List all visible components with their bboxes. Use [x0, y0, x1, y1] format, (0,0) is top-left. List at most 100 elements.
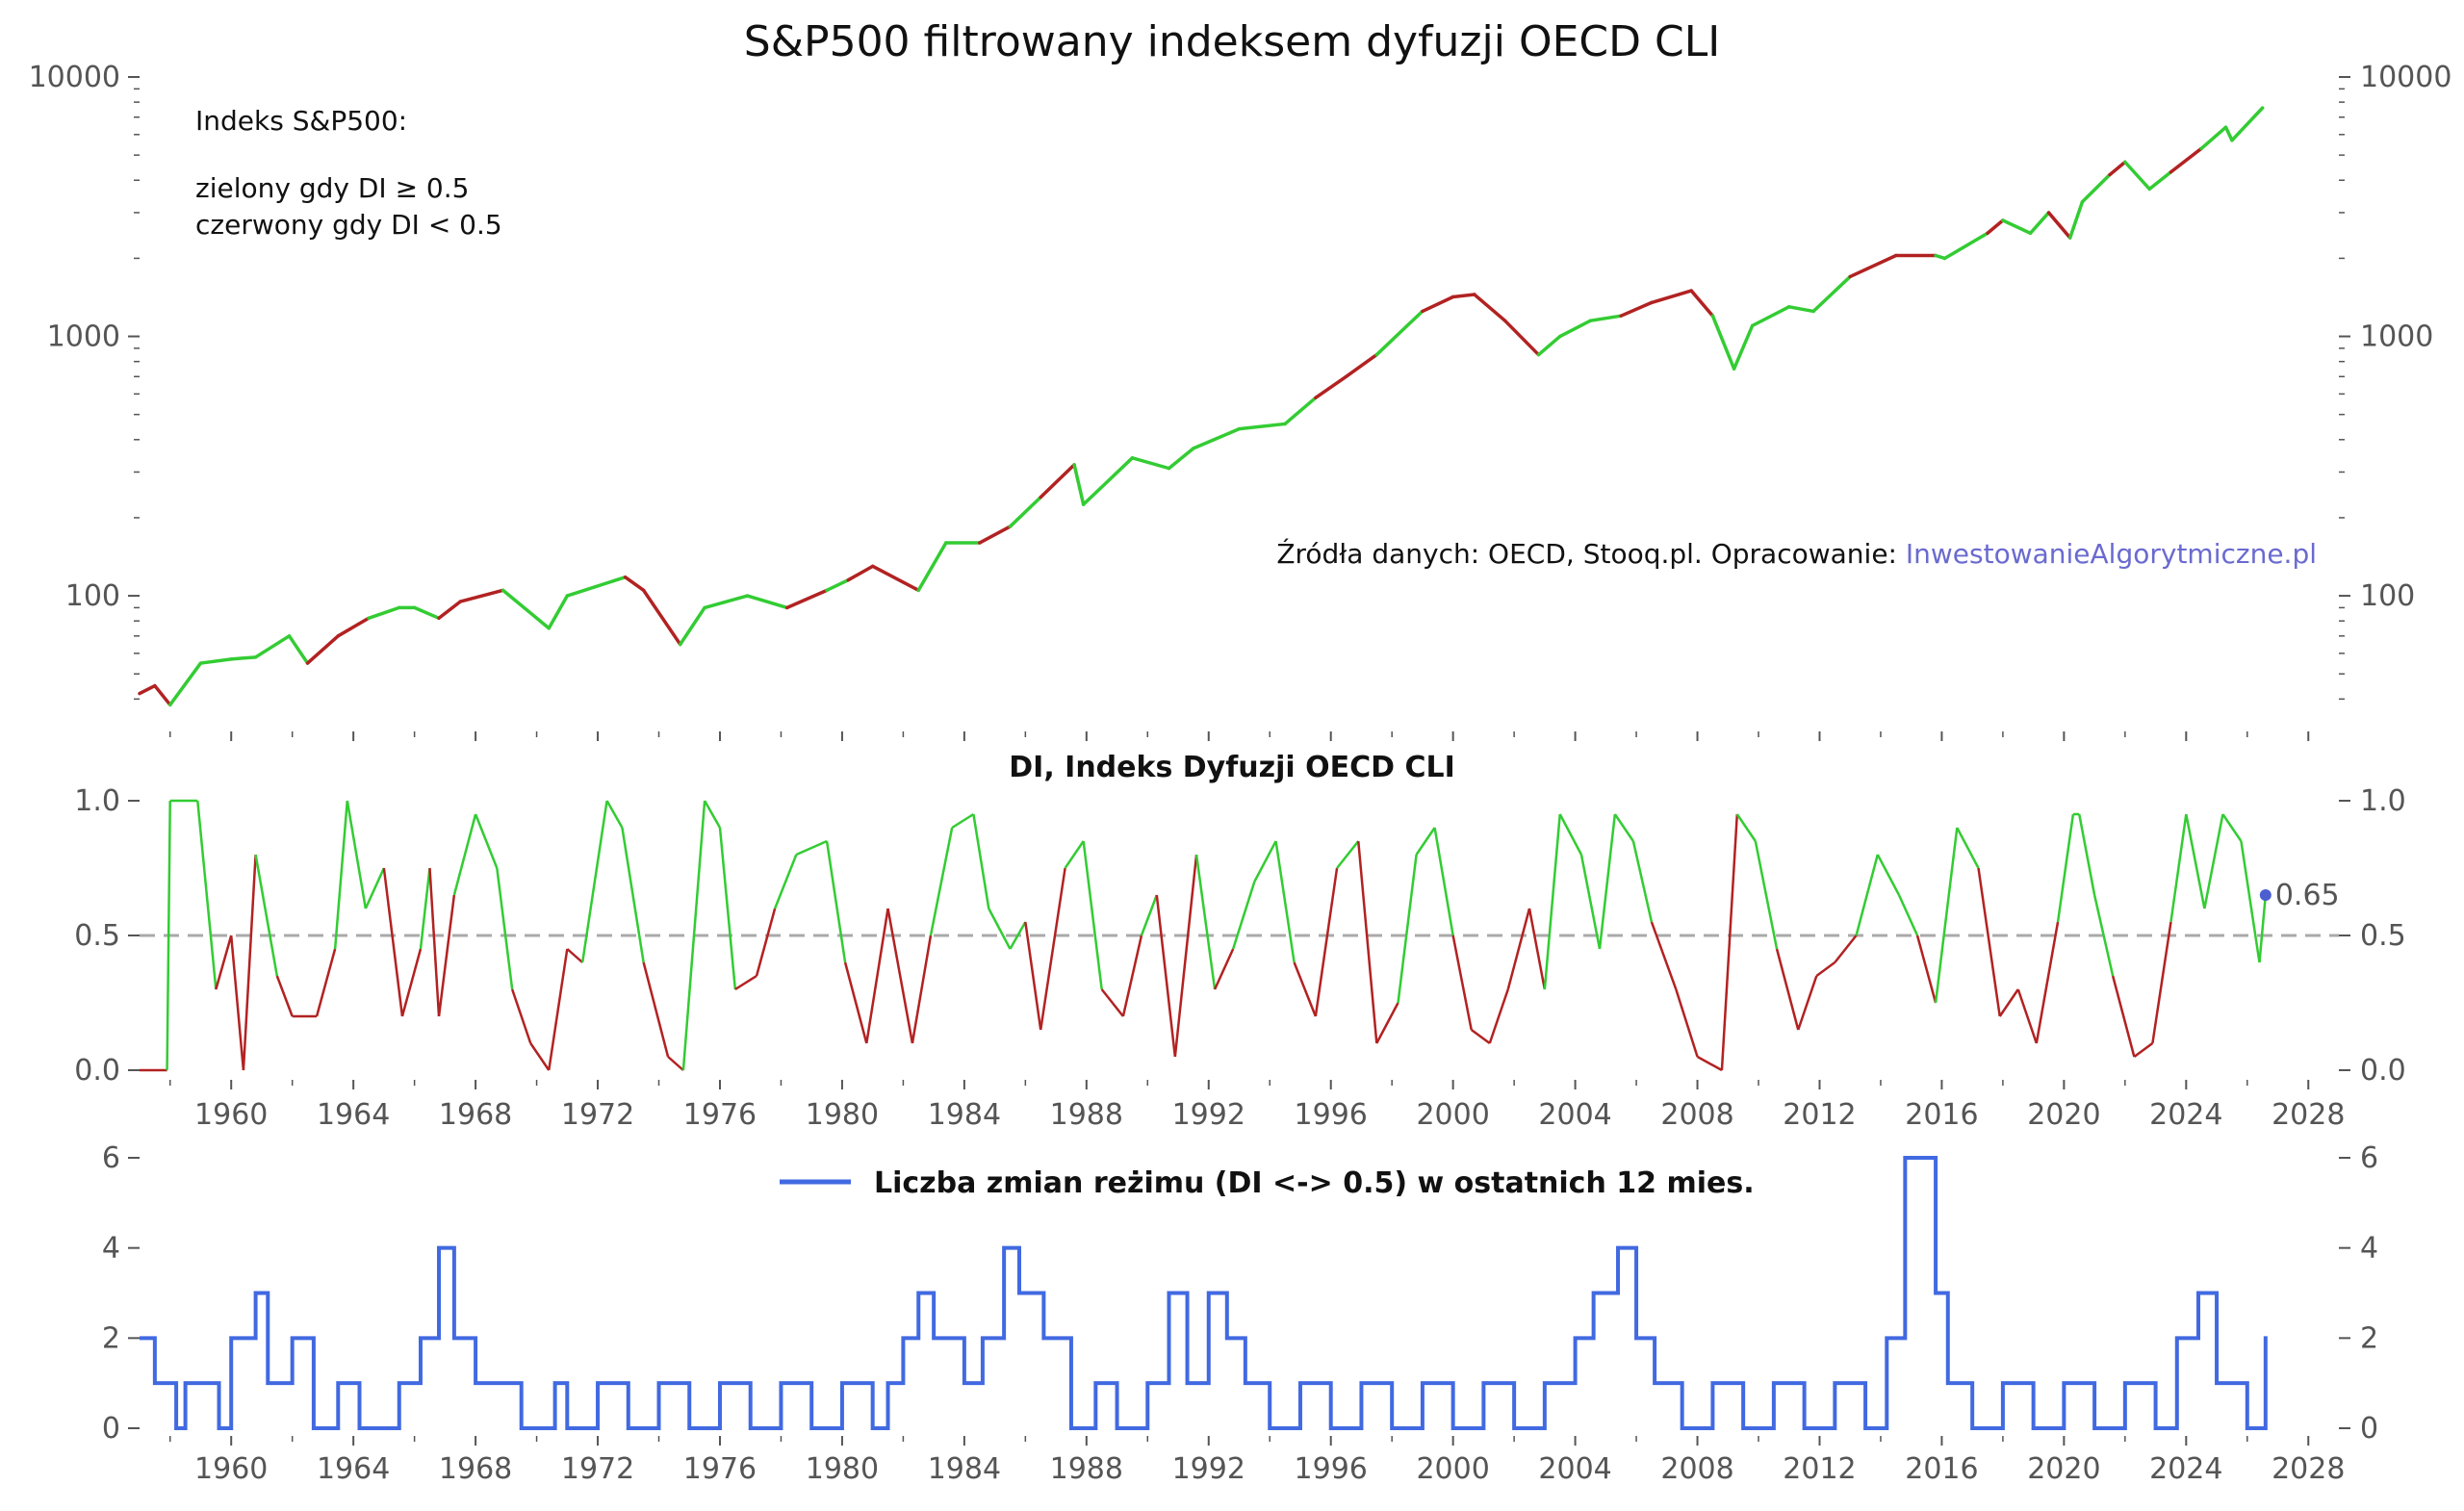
di-segment — [1451, 935, 1473, 1031]
sp500-segment — [745, 594, 789, 610]
sp500-segment — [412, 605, 441, 621]
x-tick-label: 1968 — [439, 1452, 512, 1486]
sp500-segment — [1811, 274, 1852, 314]
di-segment — [1024, 921, 1042, 1031]
di-segment — [972, 813, 990, 909]
source-note: Źródła danych: OECD, Stooq.pl. Opracowan… — [1276, 537, 2317, 570]
di-segment — [529, 1042, 551, 1071]
sp500-segment — [1314, 374, 1348, 400]
sp500-segment — [2169, 146, 2203, 174]
di-segment — [382, 867, 404, 1017]
di-segment — [1488, 988, 1509, 1044]
di-segment — [2185, 813, 2206, 909]
sp500-segment — [2001, 218, 2033, 236]
x-tick-label: 2020 — [2027, 1452, 2100, 1486]
di-segment — [1506, 908, 1531, 990]
sp500-segment — [2108, 160, 2127, 177]
x-tick-label: 2000 — [1416, 1452, 1489, 1486]
x-tick-label: 2012 — [1783, 1452, 1856, 1486]
x-tick-label: 2028 — [2272, 1452, 2345, 1486]
x-tick-label: 1972 — [561, 1452, 634, 1486]
sp500-segment — [1848, 253, 1898, 279]
source-text: Źródła danych: OECD, Stooq.pl. Opracowan… — [1276, 537, 1906, 570]
y-tick-label-right: 100 — [2360, 579, 2415, 613]
sp500-segment — [846, 564, 875, 582]
x-tick-label: 2016 — [1905, 1452, 1978, 1486]
sp500-annotation: Indeks S&P500: zielony gdy DI ≥ 0.5 czer… — [195, 105, 2317, 570]
sp500-segment — [1421, 295, 1455, 314]
sp500-segment — [305, 634, 341, 665]
sp500-segment — [623, 575, 646, 593]
di-segment — [2258, 894, 2268, 963]
di-segment — [911, 935, 933, 1044]
x-tick-label: 2000 — [1416, 1098, 1489, 1132]
sp500-segment — [825, 577, 851, 593]
x-tick-label: 2012 — [1783, 1098, 1856, 1132]
di-segment — [229, 935, 245, 1071]
di-segment — [1173, 854, 1198, 1058]
di-segment — [2092, 894, 2115, 977]
x-tick-label: 1960 — [194, 1452, 268, 1486]
sp500-segment — [977, 525, 1013, 545]
di-segment — [1527, 908, 1547, 990]
sp500-panel: 100 100 1000 1000 10000 10000 — [29, 61, 2451, 741]
sp500-segment — [1072, 463, 1086, 506]
x-tick-label: 1984 — [928, 1098, 1001, 1132]
x-tick-label: 2020 — [2027, 1098, 2100, 1132]
di-segment — [1213, 948, 1235, 990]
last-value-marker — [2259, 889, 2272, 901]
di-segment — [2056, 813, 2075, 923]
sp500-segment — [458, 588, 505, 603]
di-segment — [1735, 813, 1757, 842]
x-tick-label: 2004 — [1538, 1452, 1611, 1486]
y-tick-label-right: 0.5 — [2360, 919, 2406, 953]
di-segment — [1375, 1002, 1399, 1044]
sp500-segment — [2046, 211, 2072, 240]
di-segment — [681, 800, 706, 1071]
legend-label: Liczba zmian reżimu (DI <-> 0.5) w ostat… — [874, 1166, 1755, 1200]
sp500-segment — [1536, 334, 1562, 357]
di-segment — [254, 854, 279, 977]
y-tick-label-left: 2 — [102, 1321, 120, 1355]
sp500-segment — [1502, 319, 1541, 357]
di-segment — [1598, 813, 1617, 950]
source-link[interactable]: InwestowanieAlgorytmiczne.pl — [1906, 538, 2317, 570]
sp500-segment — [1750, 305, 1791, 328]
di-segment — [1558, 813, 1583, 856]
di-segment — [1613, 813, 1634, 842]
sp500-segment — [437, 600, 462, 621]
di-segment — [1855, 854, 1879, 936]
di-segment — [1314, 867, 1339, 1017]
x-tick-label: 1980 — [806, 1098, 879, 1132]
sp500-segment — [229, 655, 258, 661]
di-segment — [1009, 921, 1027, 950]
di-segment — [315, 948, 337, 1017]
di-segment — [346, 800, 368, 909]
sp500-segment — [167, 661, 203, 707]
regime-legend: Liczba zmian reżimu (DI <-> 0.5) w ostat… — [780, 1166, 1755, 1200]
di-segment — [988, 908, 1012, 950]
di-segment — [2221, 813, 2243, 842]
di-segment — [1675, 988, 1699, 1058]
sp500-segment — [1167, 447, 1195, 471]
y-tick-label-right: 4 — [2360, 1232, 2378, 1266]
di-segment — [1274, 840, 1296, 963]
sp500-segment — [1732, 323, 1755, 371]
sp500-segment — [1237, 422, 1287, 431]
x-tick-label: 1960 — [194, 1098, 268, 1132]
di-segment — [704, 800, 722, 829]
di-segment — [1336, 840, 1360, 869]
sp500-segment — [367, 605, 401, 621]
di-segment — [755, 908, 777, 977]
y-tick-label-right: 1.0 — [2360, 784, 2406, 818]
di-segment — [1082, 840, 1103, 990]
y-tick-label-left: 0.5 — [74, 919, 120, 953]
y-tick-label-left: 10000 — [29, 61, 120, 94]
di-segment — [166, 800, 171, 1071]
sp500-segment — [547, 594, 570, 630]
x-tick-label: 1992 — [1172, 1452, 1245, 1486]
x-tick-label: 1992 — [1172, 1098, 1245, 1132]
sp500-segment — [1374, 323, 1409, 357]
sp500-segment — [2199, 125, 2228, 151]
